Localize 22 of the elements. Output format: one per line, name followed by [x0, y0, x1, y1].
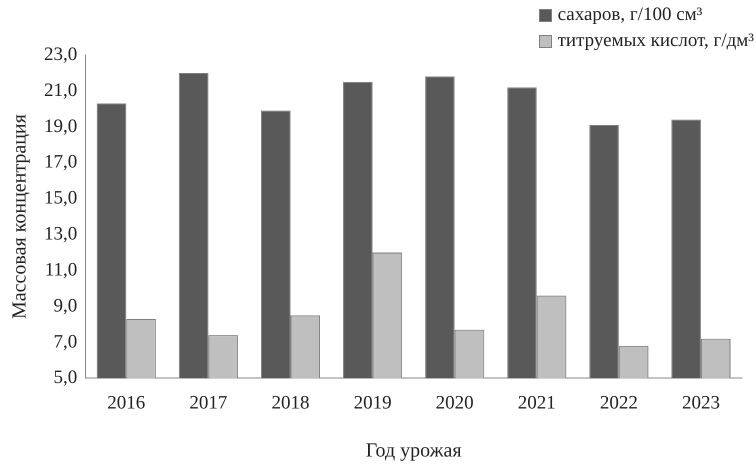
x-tick-label: 2019	[354, 392, 392, 414]
y-tick-label: 17,0	[44, 152, 78, 173]
legend-label: титруемых кислот, г/дм³	[558, 29, 754, 53]
y-tick-label: 9,0	[54, 295, 78, 316]
y-tick-label: 23,0	[44, 44, 78, 65]
x-tick-label: 2017	[189, 392, 228, 414]
x-axis-title: Год урожая	[366, 439, 462, 462]
x-tick-label: 2021	[518, 392, 556, 414]
legend-label: сахаров, г/100 см³	[558, 3, 702, 27]
x-tick-label: 2022	[600, 392, 638, 414]
y-axis-title: Массовая концентрация	[8, 114, 30, 320]
x-tick-label: 2020	[436, 392, 474, 414]
y-tick-label: 11,0	[44, 259, 78, 280]
x-tick-label: 2018	[271, 392, 310, 414]
y-tick-label: 15,0	[44, 188, 78, 209]
y-tick-label: 7,0	[54, 331, 78, 352]
x-tick-label: 2016	[107, 392, 146, 414]
y-tick-label: 5,0	[54, 367, 78, 388]
y-tick-label: 13,0	[44, 224, 78, 245]
y-tick-label: 21,0	[44, 80, 78, 101]
y-tick-label: 19,0	[44, 116, 78, 137]
x-tick-label: 2023	[682, 392, 720, 414]
